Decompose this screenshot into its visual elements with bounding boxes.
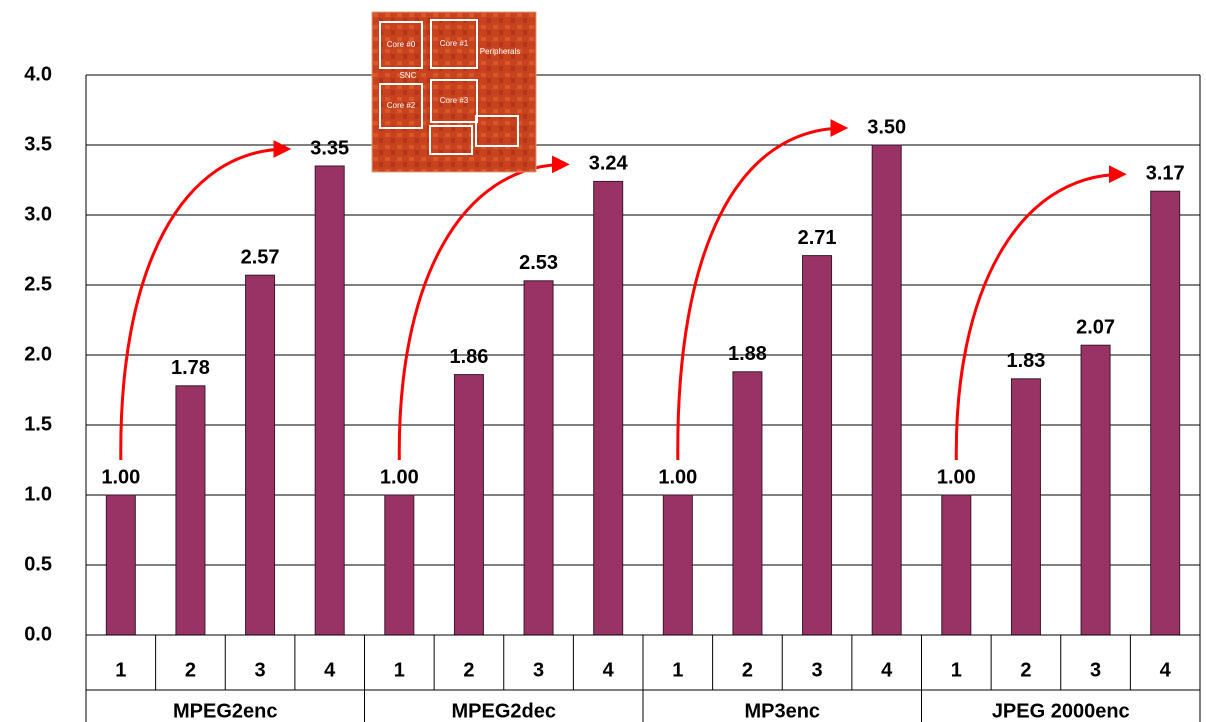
x-tick-label: 1 [394, 659, 405, 681]
speedup-arrow [119, 140, 292, 461]
bar [384, 494, 415, 636]
value-label: 3.50 [867, 116, 906, 138]
x-tick-label: 3 [255, 659, 266, 681]
value-label: 1.00 [101, 466, 140, 488]
speedup-arrow [954, 165, 1127, 461]
value-label: 1.00 [937, 466, 976, 488]
value-label: 1.83 [1006, 350, 1045, 372]
value-label: 3.35 [310, 137, 349, 159]
x-tick-label: 2 [463, 659, 474, 681]
group-label: MPEG2enc [173, 700, 277, 722]
bar [871, 144, 902, 636]
y-tick-label: 3.0 [24, 203, 52, 225]
chip-label: Peripherals [480, 47, 520, 56]
value-label: 2.53 [519, 252, 558, 274]
x-tick-label: 1 [115, 659, 126, 681]
y-tick-label: 1.5 [24, 413, 52, 435]
x-tick-label: 3 [533, 659, 544, 681]
group-label: JPEG 2000enc [992, 700, 1130, 722]
y-tick-label: 3.5 [24, 133, 52, 155]
x-tick-label: 1 [951, 659, 962, 681]
x-tick-label: 2 [742, 659, 753, 681]
x-tick-label: 2 [1020, 659, 1031, 681]
chip-label: Core #3 [440, 96, 469, 105]
value-label: 1.00 [658, 466, 697, 488]
x-tick-label: 3 [1090, 659, 1101, 681]
value-label: 1.88 [728, 343, 767, 365]
value-label: 3.17 [1146, 162, 1185, 184]
group-label: MPEG2dec [452, 700, 556, 722]
value-label: 2.57 [241, 246, 280, 268]
value-label: 2.71 [798, 227, 837, 249]
group-label: MP3enc [744, 700, 820, 722]
chip-photo: Core #0 Core #1 Core #2 Core #3 SNC Periphera… [371, 11, 537, 173]
bar [1150, 190, 1181, 636]
bar [245, 274, 276, 636]
y-tick-label: 0.0 [24, 623, 52, 645]
bar [593, 180, 624, 636]
chip-label: Core #0 [387, 40, 416, 49]
x-tick-label: 1 [672, 659, 683, 681]
bar [175, 385, 206, 636]
x-tick-label: 4 [1160, 659, 1172, 681]
y-tick-label: 2.0 [24, 343, 52, 365]
bar [662, 494, 693, 636]
bar [105, 494, 136, 636]
x-tick-label: 4 [324, 659, 336, 681]
x-tick-label: 2 [185, 659, 196, 681]
y-tick-label: 1.0 [24, 483, 52, 505]
bar [732, 371, 763, 636]
y-tick-label: 0.5 [24, 553, 52, 575]
x-tick-label: 4 [603, 659, 615, 681]
bar [453, 374, 484, 636]
bar [941, 494, 972, 636]
y-tick-label: 2.5 [24, 273, 52, 295]
bar [802, 255, 833, 636]
value-label: 1.86 [449, 346, 488, 368]
value-label: 2.07 [1076, 316, 1115, 338]
value-label: 1.78 [171, 357, 210, 379]
chip-label: Core #2 [387, 101, 416, 110]
bar [523, 280, 554, 636]
chip-label: Core #1 [440, 39, 469, 48]
x-tick-label: 4 [881, 659, 893, 681]
x-tick-label: 3 [812, 659, 823, 681]
value-label: 1.00 [380, 466, 419, 488]
value-label: 3.24 [589, 153, 629, 175]
y-tick-label: 4.0 [24, 63, 52, 85]
chip-label: SNC [400, 71, 417, 80]
bar [314, 165, 345, 636]
bar [1010, 378, 1041, 636]
bar [1080, 344, 1111, 636]
speedup-arrow [676, 119, 849, 461]
